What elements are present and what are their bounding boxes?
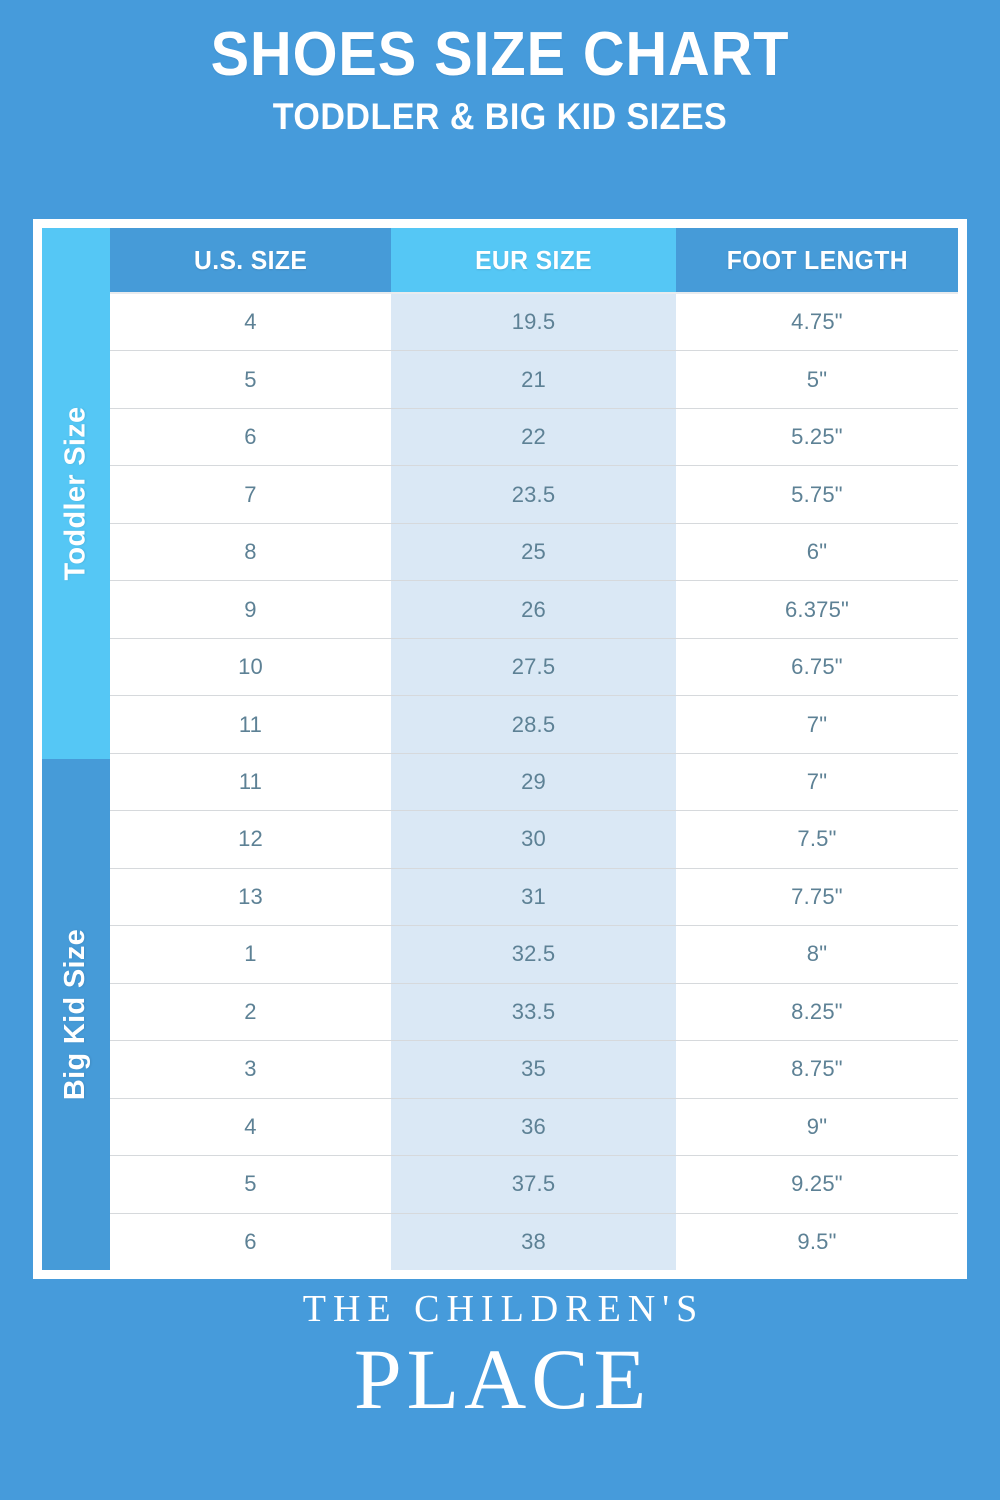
cell-us-size: 11 [238,768,263,794]
cell-eur-size: 37.5 [391,1156,676,1213]
cell-us-size: 4 [244,1113,257,1139]
cell-us-size: 11 [238,711,263,737]
cell-foot-length: 6.375" [784,596,850,622]
table-row: 1 32.5 8" [110,925,958,983]
table-row: 5 37.5 9.25" [110,1155,958,1213]
cell-eur-size: 27.5 [391,638,676,696]
cell-eur-size: 22 [391,408,676,466]
cell-foot-length: 7.75" [791,883,843,909]
cell-foot-length: 6.75" [791,654,843,680]
size-table: Toddler Size Big Kid Size U.S. SIZE EUR … [42,228,958,1270]
table-row: 4 19.5 4.75" [110,292,958,351]
cell-us-size: 9 [244,596,257,622]
cell-foot-length: 7" [806,768,828,794]
table-grid: U.S. SIZE EUR SIZE FOOT LENGTH 4 19.5 4.… [110,228,958,1270]
table-row: 8 25 6" [110,522,958,581]
section-band-bigkid: Big Kid Size [42,759,110,1270]
cell-eur-size: 25 [391,523,676,581]
table-row: 7 23.5 5.75" [110,465,958,523]
table-row: 12 30 7.5" [110,810,958,868]
brand-logo: THE CHILDREN'S PLACE [0,1290,1000,1424]
table-row: 10 27.5 6.75" [110,637,958,696]
cell-eur-size: 29 [391,753,676,811]
cell-us-size: 10 [238,654,263,680]
table-row: 4 36 9" [110,1097,958,1156]
cell-foot-length: 6" [806,539,828,565]
cell-us-size: 4 [244,309,257,335]
cell-eur-size: 30 [391,811,676,868]
cell-eur-size: 31 [391,868,676,926]
cell-foot-length: 8" [806,941,828,967]
cell-foot-length: 8.25" [791,998,843,1024]
column-header-eur-size: EUR SIZE [391,228,676,292]
cell-foot-length: 5.25" [791,424,843,450]
table-row: 6 38 9.5" [110,1212,958,1270]
cell-us-size: 12 [238,826,263,852]
cell-foot-length: 9.25" [791,1171,843,1197]
cell-eur-size: 26 [391,581,676,638]
table-row: 11 28.5 7" [110,695,958,753]
section-label-toddler: Toddler Size [59,406,92,581]
page-subtitle: TODDLER & BIG KID SIZES [272,96,728,137]
cell-foot-length: 5.75" [791,481,843,507]
cell-us-size: 3 [244,1056,257,1082]
section-label-bigkid: Big Kid Size [59,928,92,1101]
column-header-us-size-label: U.S. SIZE [193,244,308,275]
table-row: 2 33.5 8.25" [110,982,958,1041]
cell-us-size: 1 [244,941,257,967]
size-table-frame: Toddler Size Big Kid Size U.S. SIZE EUR … [33,219,967,1279]
cell-foot-length: 7.5" [797,826,837,852]
cell-eur-size: 38 [391,1213,676,1270]
column-header-foot-length: FOOT LENGTH [676,228,958,292]
table-row: 6 22 5.25" [110,407,958,466]
table-row: 11 29 7" [110,752,958,811]
cell-us-size: 6 [244,424,257,450]
page-title: SHOES SIZE CHART [210,20,790,89]
cell-us-size: 8 [244,539,257,565]
column-header-eur-size-label: EUR SIZE [475,244,592,275]
cell-us-size: 2 [244,998,257,1024]
cell-foot-length: 9.5" [797,1228,837,1254]
brand-logo-line1: THE CHILDREN'S [302,1288,705,1330]
table-row: 5 21 5" [110,350,958,408]
section-label-column: Toddler Size Big Kid Size [42,228,110,1270]
table-body: 4 19.5 4.75" 5 21 5" 6 22 5.25" [110,292,958,1270]
table-row: 9 26 6.375" [110,580,958,638]
cell-us-size: 5 [244,1171,257,1197]
table-header-row: U.S. SIZE EUR SIZE FOOT LENGTH [110,228,958,292]
table-row: 3 35 8.75" [110,1040,958,1098]
cell-eur-size: 23.5 [391,466,676,523]
cell-us-size: 7 [244,481,257,507]
cell-eur-size: 32.5 [391,926,676,983]
cell-eur-size: 21 [391,351,676,408]
cell-foot-length: 9" [806,1113,828,1139]
brand-logo-line2: PLACE [353,1331,652,1427]
cell-foot-length: 4.75" [791,309,843,335]
cell-us-size: 5 [244,366,257,392]
column-header-foot-length-label: FOOT LENGTH [726,244,908,275]
cell-us-size: 13 [238,883,263,909]
cell-eur-size: 35 [391,1041,676,1098]
cell-foot-length: 5" [806,366,828,392]
page-header: SHOES SIZE CHART TODDLER & BIG KID SIZES [0,0,1000,138]
table-row: 13 31 7.75" [110,867,958,926]
cell-foot-length: 7" [806,711,828,737]
cell-eur-size: 19.5 [391,294,676,351]
cell-eur-size: 33.5 [391,983,676,1041]
column-header-us-size: U.S. SIZE [110,228,391,292]
cell-eur-size: 36 [391,1098,676,1156]
cell-eur-size: 28.5 [391,696,676,753]
cell-us-size: 6 [244,1228,257,1254]
cell-foot-length: 8.75" [791,1056,843,1082]
section-band-toddler: Toddler Size [42,228,110,759]
